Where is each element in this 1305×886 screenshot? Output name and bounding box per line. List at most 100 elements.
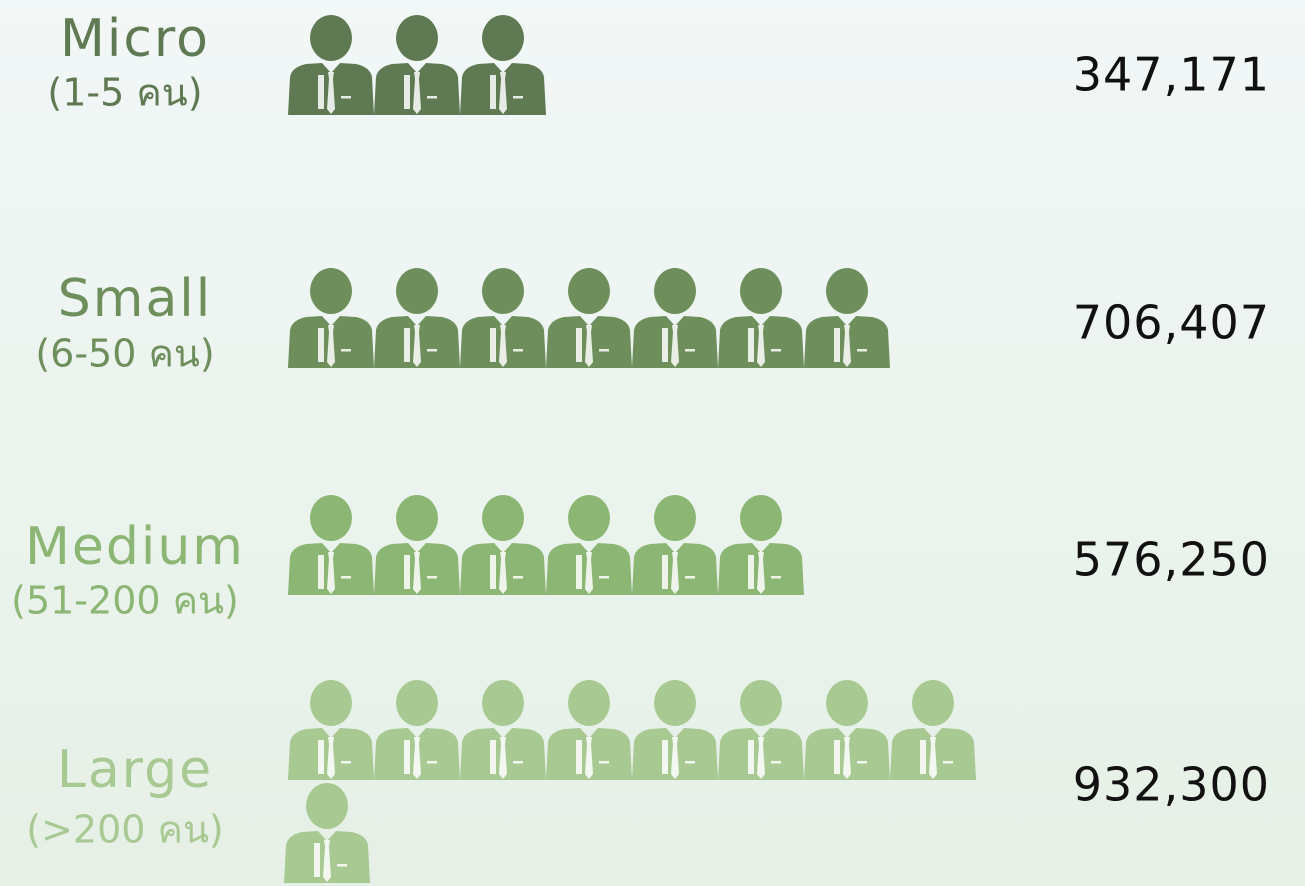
person-icon	[804, 680, 890, 780]
person-icon	[718, 680, 804, 780]
icon-head	[310, 15, 352, 61]
icon-pocket	[685, 761, 695, 764]
icon-head	[568, 268, 610, 314]
icon-collar	[404, 75, 410, 109]
person-icon	[632, 680, 718, 780]
icon-pocket	[943, 761, 953, 764]
icon-head	[740, 495, 782, 541]
person-icon	[374, 268, 460, 368]
icon-head	[740, 268, 782, 314]
value-label: 576,250	[1073, 533, 1270, 587]
icon-pocket	[513, 576, 523, 579]
person-icon	[284, 783, 370, 883]
icon-collar	[576, 555, 582, 589]
value-label: 347,171	[1073, 48, 1270, 102]
value-label: 706,407	[1073, 296, 1270, 350]
person-icon	[546, 680, 632, 780]
icon-head	[482, 495, 524, 541]
icon-pocket	[685, 576, 695, 579]
category-label: Micro	[60, 9, 210, 69]
icon-collar	[748, 740, 754, 774]
icon-pocket	[771, 576, 781, 579]
icon-tie	[585, 325, 593, 367]
icon-collar	[404, 328, 410, 362]
icon-tie	[413, 72, 421, 114]
icon-collar	[314, 843, 320, 877]
icon-pocket	[427, 761, 437, 764]
icon-tie	[327, 737, 335, 779]
icon-head	[826, 680, 868, 726]
icon-tie	[843, 737, 851, 779]
person-icon	[632, 268, 718, 368]
icon-pocket	[513, 96, 523, 99]
icon-tie	[757, 552, 765, 594]
icon-tie	[929, 737, 937, 779]
icon-head	[482, 680, 524, 726]
icon-collar	[318, 740, 324, 774]
person-icon	[718, 268, 804, 368]
icon-tie	[327, 325, 335, 367]
icon-head	[396, 680, 438, 726]
icon-collar	[662, 328, 668, 362]
icon-tie	[585, 737, 593, 779]
icon-pocket	[599, 576, 609, 579]
icon-head	[568, 680, 610, 726]
category-label: Large	[57, 740, 213, 800]
person-icon	[804, 268, 890, 368]
person-icon	[288, 680, 374, 780]
icon-pocket	[427, 576, 437, 579]
icon-pocket	[341, 576, 351, 579]
icon-pocket	[341, 96, 351, 99]
icon-tie	[499, 325, 507, 367]
category-label: Medium	[25, 517, 245, 577]
icon-tie	[585, 552, 593, 594]
person-icon	[460, 680, 546, 780]
icon-pocket	[685, 349, 695, 352]
icon-collar	[490, 740, 496, 774]
icon-pocket	[513, 761, 523, 764]
icon-tie	[413, 325, 421, 367]
icon-pocket	[599, 349, 609, 352]
icon-tie	[327, 552, 335, 594]
icon-pocket	[341, 349, 351, 352]
icon-collar	[748, 555, 754, 589]
icon-head	[396, 15, 438, 61]
icon-pocket	[341, 761, 351, 764]
icon-collar	[576, 740, 582, 774]
icon-collar	[318, 555, 324, 589]
icon-pocket	[337, 864, 347, 867]
icon-pocket	[599, 761, 609, 764]
icon-collar	[920, 740, 926, 774]
icon-tie	[413, 737, 421, 779]
person-icon	[632, 495, 718, 595]
category-subtitle: (>200 คน)	[26, 808, 224, 852]
icon-head	[310, 680, 352, 726]
icon-collar	[404, 555, 410, 589]
icon-head	[482, 268, 524, 314]
icon-head	[740, 680, 782, 726]
icon-head	[310, 495, 352, 541]
icon-head	[396, 495, 438, 541]
icon-collar	[490, 75, 496, 109]
person-icon	[546, 268, 632, 368]
person-icon	[460, 15, 546, 115]
person-icon	[374, 495, 460, 595]
icon-pocket	[427, 349, 437, 352]
icon-collar	[834, 740, 840, 774]
icon-tie	[499, 552, 507, 594]
icon-tie	[843, 325, 851, 367]
icon-head	[310, 268, 352, 314]
person-icon	[890, 680, 976, 780]
category-subtitle: (1-5 คน)	[47, 71, 202, 115]
icon-tie	[757, 325, 765, 367]
icon-tie	[499, 737, 507, 779]
icon-head	[826, 268, 868, 314]
icon-head	[482, 15, 524, 61]
category-label: Small	[58, 269, 212, 329]
icon-tie	[499, 72, 507, 114]
icon-head	[654, 680, 696, 726]
person-icon	[546, 495, 632, 595]
icon-collar	[404, 740, 410, 774]
icon-collar	[318, 75, 324, 109]
